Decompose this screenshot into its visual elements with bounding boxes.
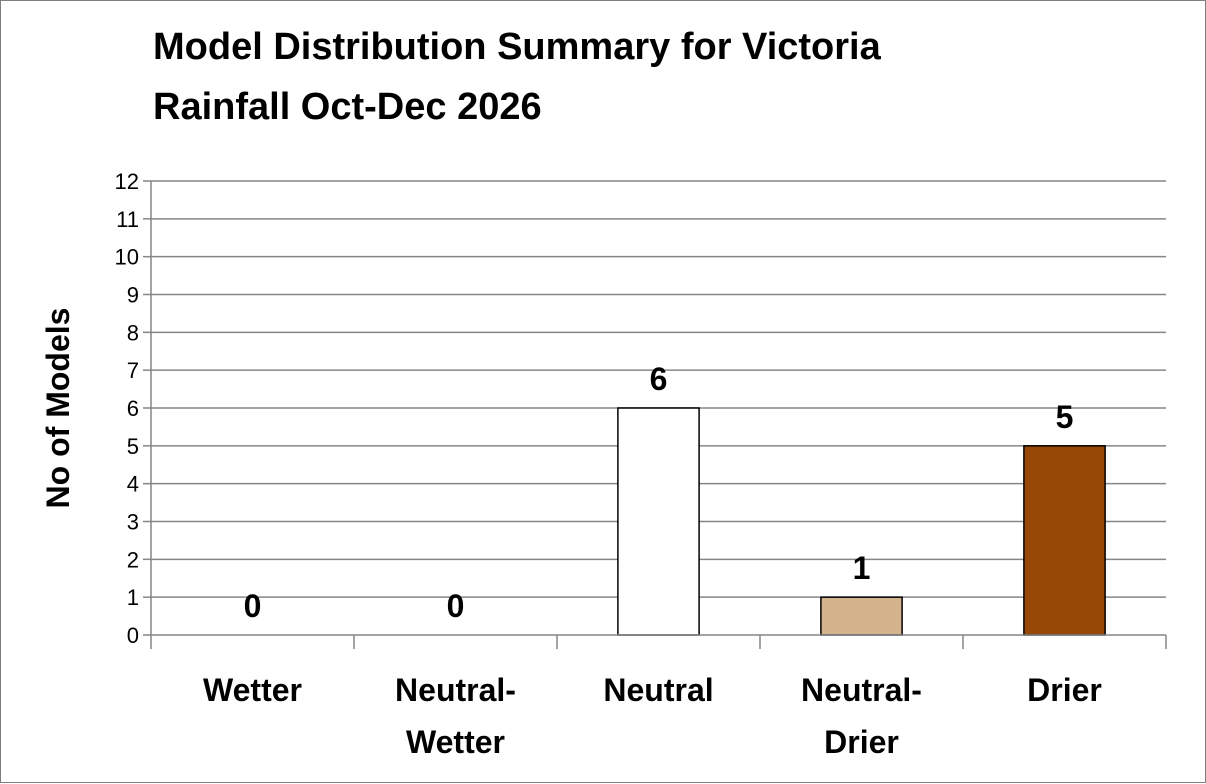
bar — [1023, 445, 1106, 636]
y-axis-label: No of Models — [40, 308, 76, 509]
x-tick-label: Neutral — [603, 672, 713, 708]
data-label: 0 — [447, 588, 465, 624]
axes — [150, 181, 1167, 649]
chart-title: Model Distribution Summary for Victoria … — [153, 26, 882, 128]
x-tick-label: Drier — [824, 724, 899, 760]
x-tick-label: Wetter — [406, 724, 505, 760]
y-tick-label: 1 — [127, 585, 139, 610]
bar — [617, 407, 700, 636]
data-label: 5 — [1056, 399, 1074, 435]
y-tick-label: 4 — [127, 472, 139, 497]
y-tick-label: 6 — [127, 396, 139, 421]
chart-title-line-2: Rainfall Oct-Dec 2026 — [153, 86, 542, 128]
y-tick-label: 9 — [127, 283, 139, 308]
y-tick-label: 0 — [127, 623, 139, 648]
y-tick-label: 11 — [116, 207, 139, 232]
y-tick-label: 2 — [127, 547, 139, 572]
y-tick-label: 10 — [115, 245, 139, 270]
y-tick-label: 12 — [115, 169, 139, 194]
y-tick-label: 8 — [127, 320, 139, 345]
x-tick-label: Wetter — [203, 672, 302, 708]
y-tick-label: 3 — [127, 510, 139, 535]
x-tick-label: Drier — [1027, 672, 1102, 708]
data-label: 0 — [244, 588, 262, 624]
bar — [820, 596, 903, 636]
x-tick-label: Neutral- — [395, 672, 516, 708]
data-label: 6 — [650, 361, 668, 397]
x-tick-label: Neutral- — [801, 672, 922, 708]
chart-title-line-1: Model Distribution Summary for Victoria — [153, 26, 882, 68]
x-axis-ticks: Wetter Neutral- Wetter Neutral Neutral- Drier… — [203, 672, 1102, 760]
data-labels: 0 0 6 1 5 — [244, 361, 1074, 624]
y-tick-label: 5 — [127, 434, 139, 459]
y-tick-label: 7 — [127, 358, 139, 383]
data-label: 1 — [853, 550, 871, 586]
